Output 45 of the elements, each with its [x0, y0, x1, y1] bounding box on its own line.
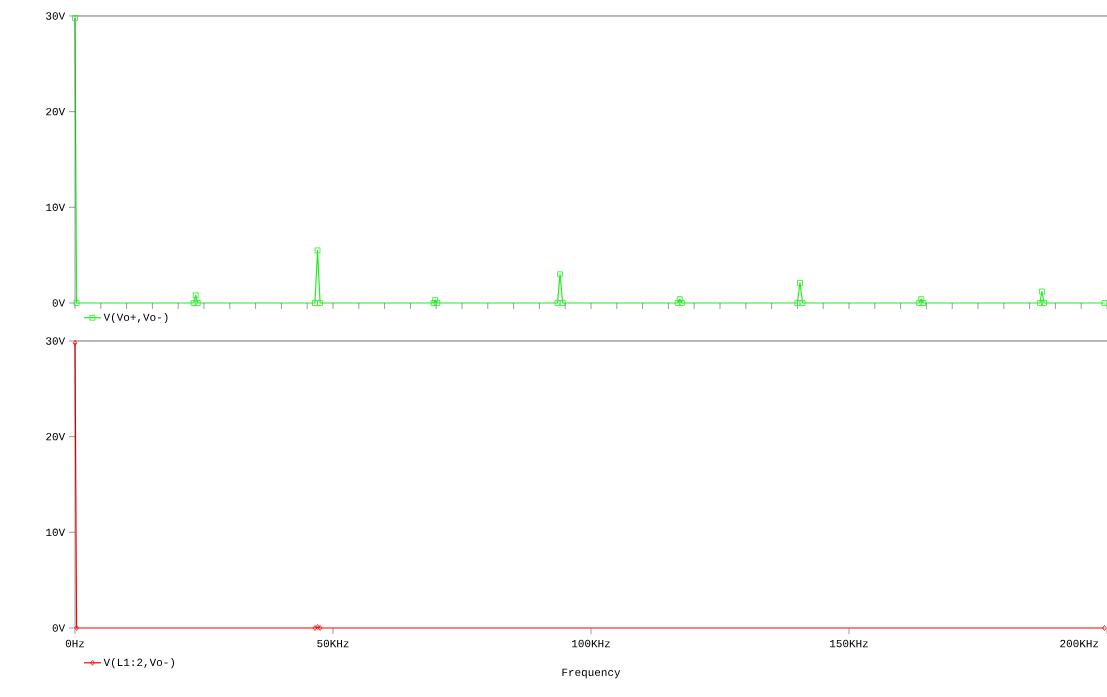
point — [794, 300, 801, 306]
point — [430, 300, 437, 306]
x-tick-label: 50KHz — [317, 639, 349, 648]
point — [74, 625, 79, 631]
y-tick-label: 0V — [52, 624, 66, 632]
point — [554, 300, 561, 306]
point — [674, 300, 681, 306]
y-tick-label: 10V — [46, 203, 66, 212]
point — [557, 271, 563, 278]
point — [314, 247, 321, 254]
x-tick-label: 150KHz — [830, 639, 868, 648]
point — [676, 296, 683, 303]
x-axis-title: Frequency — [562, 668, 621, 679]
y-tick-label: 20V — [46, 107, 66, 116]
y-tick-label: 30V — [46, 12, 66, 20]
x-tick-label: 200KHz — [1060, 639, 1099, 648]
point — [1101, 300, 1107, 306]
point — [73, 300, 80, 306]
point — [315, 624, 320, 630]
x-tick-label: 100KHz — [572, 639, 610, 648]
point — [1039, 288, 1045, 295]
point — [434, 300, 441, 306]
point — [190, 300, 197, 306]
point — [799, 300, 806, 306]
legend-label: V(L1:2,Vo-) — [103, 658, 175, 669]
point — [920, 300, 927, 306]
point — [1041, 300, 1047, 306]
y-tick-label: 0V — [52, 299, 66, 307]
point — [559, 300, 566, 306]
y-tick-label: 20V — [46, 432, 66, 441]
x-tick-label: 0Hz — [65, 639, 85, 648]
point — [678, 300, 685, 306]
point — [192, 292, 199, 299]
point — [1037, 300, 1043, 306]
point — [918, 296, 925, 303]
y-tick-label: 10V — [46, 528, 66, 537]
point — [317, 300, 323, 306]
legend-label: V(Vo+,Vo-) — [103, 312, 168, 324]
point — [194, 300, 201, 306]
point — [432, 297, 439, 303]
point — [72, 15, 78, 21]
y-tick-label: 30V — [46, 337, 66, 345]
point — [797, 280, 803, 286]
point — [916, 300, 923, 306]
point — [312, 300, 318, 306]
